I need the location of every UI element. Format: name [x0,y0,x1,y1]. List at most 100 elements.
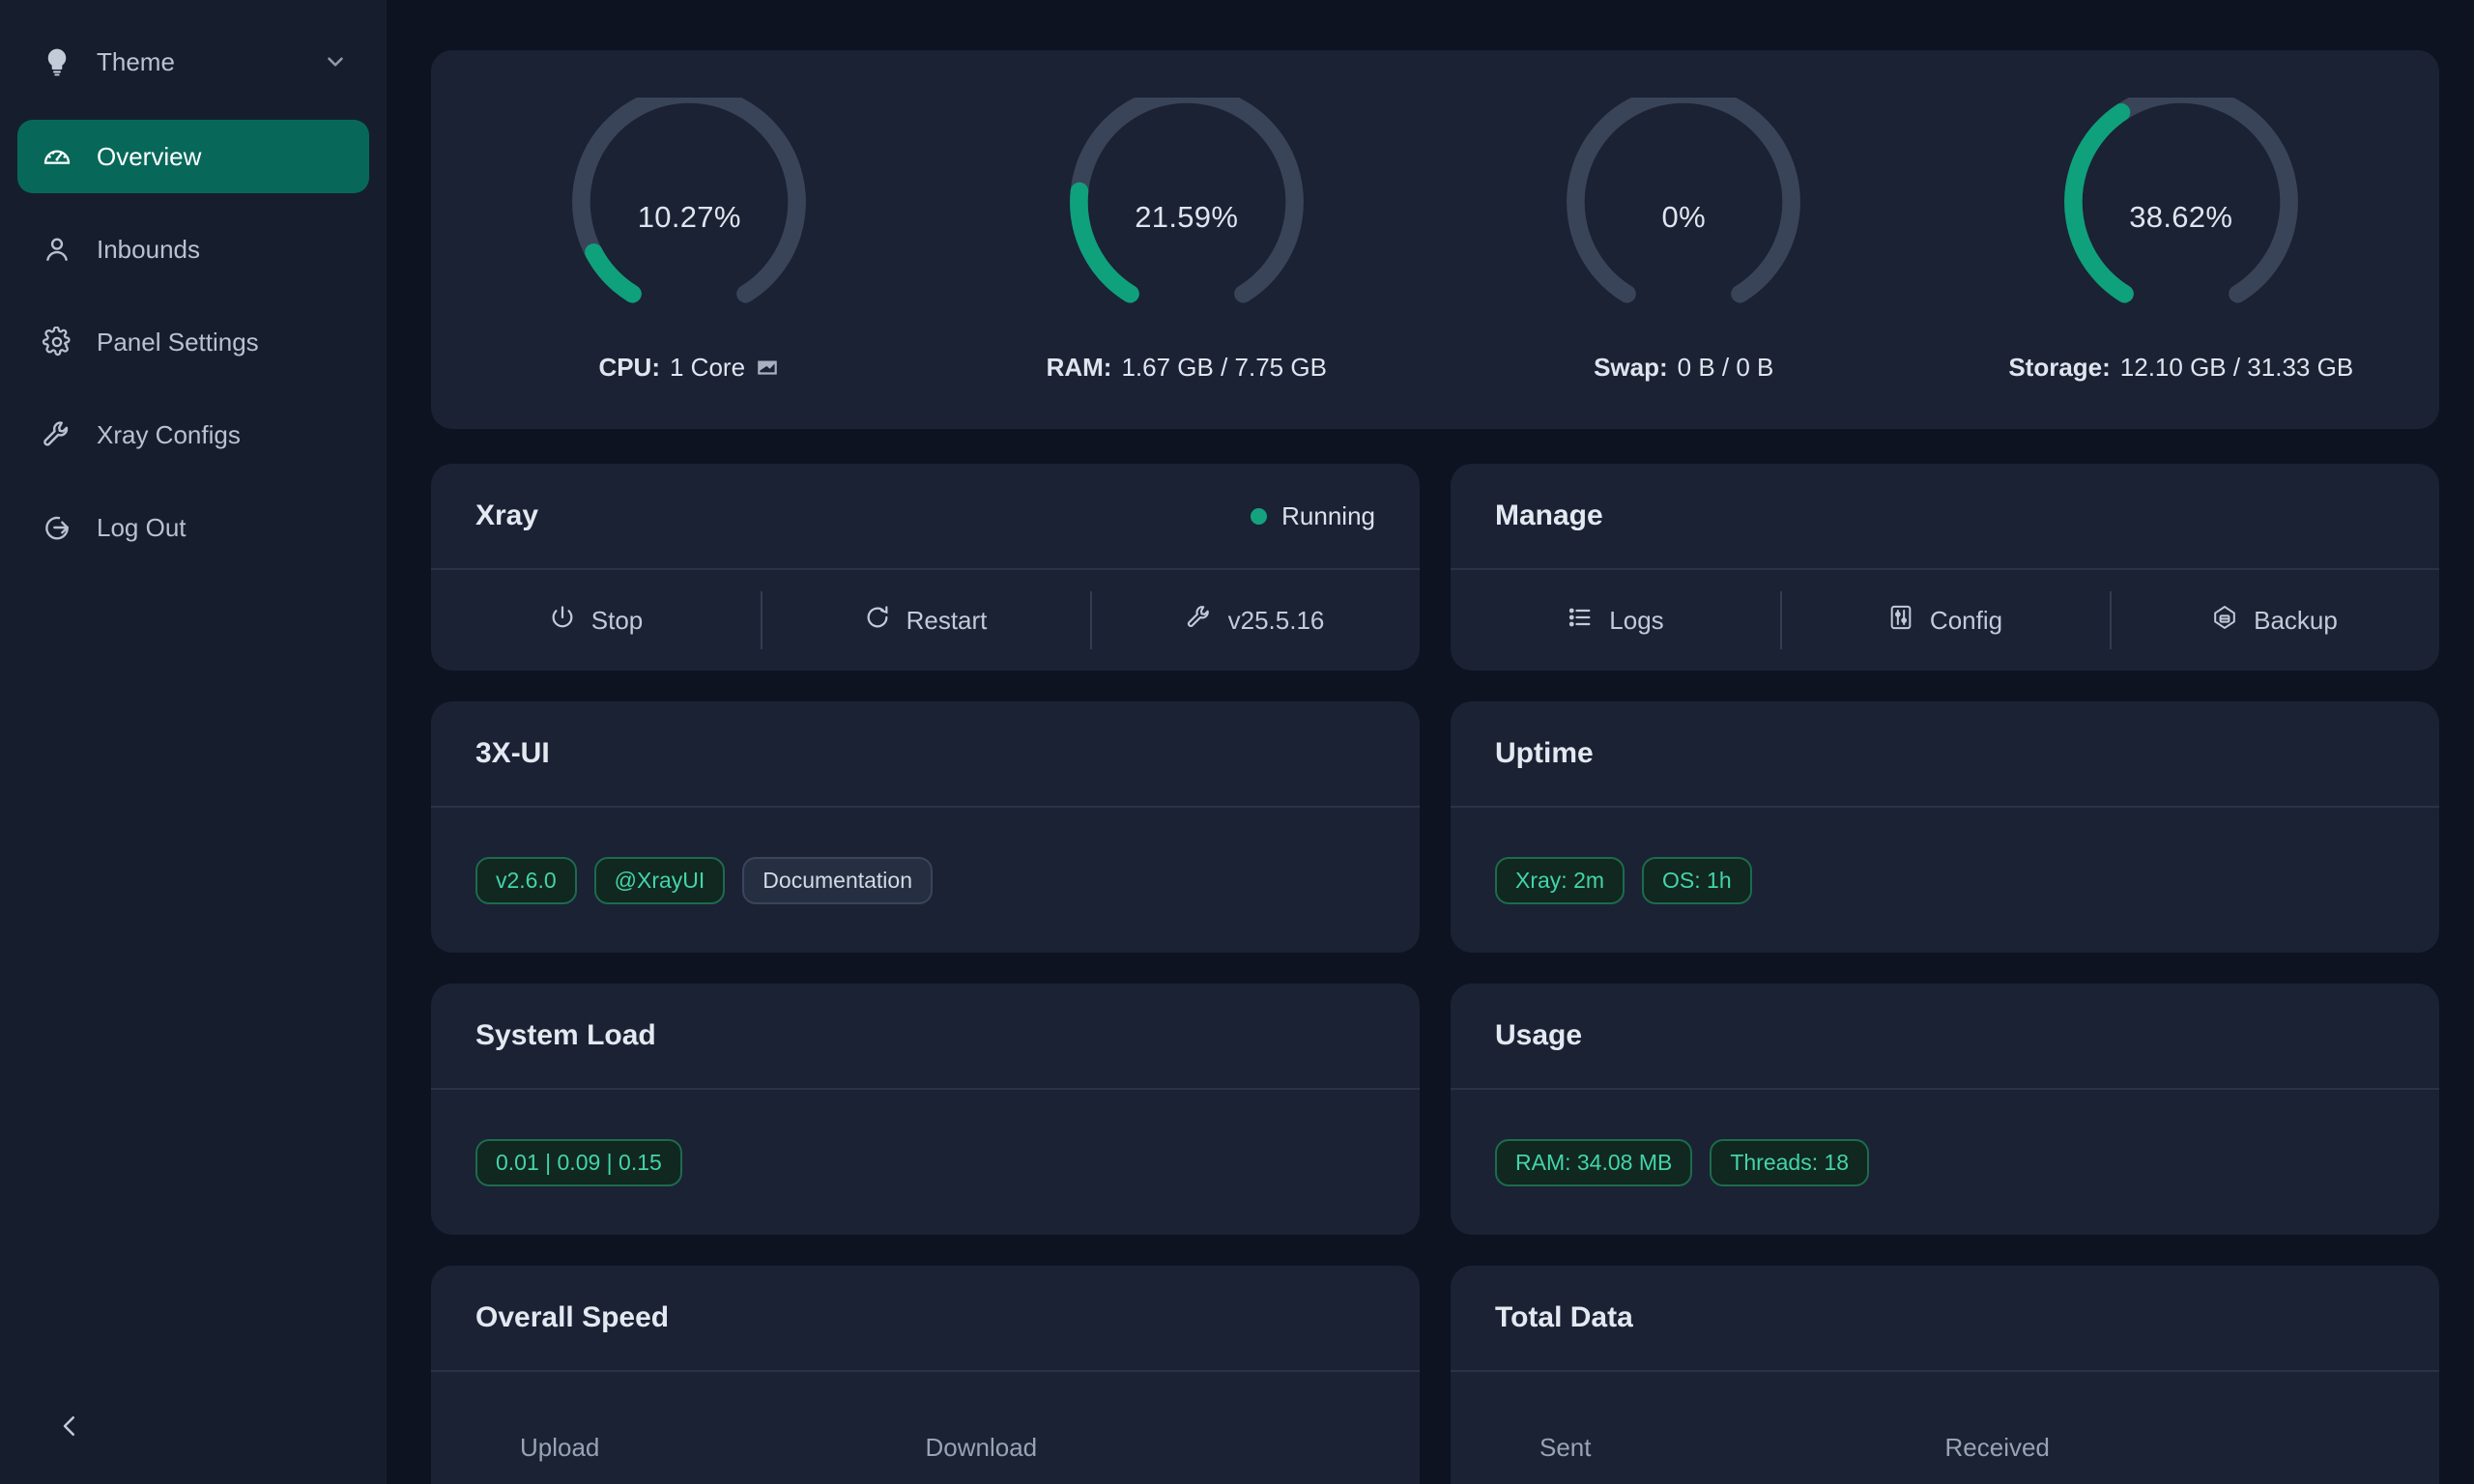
system-gauges-card: 10.27% CPU: 1 Core 21.59% [431,50,2439,429]
arrow-down-icon [926,1480,953,1484]
backup-button[interactable]: Backup [2110,570,2439,671]
xui-panel: 3X-UI v2.6.0 @XrayUI Documentation [431,701,1420,953]
gauge-label-bold: Storage: [2008,352,2111,382]
sidebar-item-xray-configs[interactable]: Xray Configs [17,398,369,471]
action-label: Logs [1609,605,1664,635]
status-dot-icon [1251,507,1268,525]
stat-value: 112.76 MB [1578,1481,1721,1484]
uptime-panel: Uptime Xray: 2m OS: 1h [1451,701,2439,953]
xray-version-button[interactable]: v25.5.16 [1090,570,1420,671]
wrench-icon [1186,604,1213,638]
overall-speed-panel-header: Overall Speed [431,1266,1420,1372]
gauge-label-rest: 0 B / 0 B [1677,352,1774,382]
config-button[interactable]: Config [1780,570,2110,671]
backup-icon [2211,604,2238,638]
os-uptime-tag: OS: 1h [1642,856,1752,904]
sidebar-item-label: Log Out [97,512,187,542]
gauge-label-bold: Swap: [1594,352,1668,382]
total-data-panel-body: Sent 112.76 MB Received [1451,1372,2439,1484]
uptime-panel-header: Uptime [1451,701,2439,808]
total-data-stats: Sent 112.76 MB Received [1495,1433,2395,1484]
sidebar-collapse-button[interactable] [43,1401,97,1455]
documentation-tag[interactable]: Documentation [742,856,933,904]
stat-caption: Download [925,1432,1038,1462]
uptime-panel-body: Xray: 2m OS: 1h [1451,808,2439,953]
total-data-panel: Total Data Sent 112.76 MB [1451,1266,2439,1484]
xui-panel-header: 3X-UI [431,701,1420,808]
sidebar-item-inbounds[interactable]: Inbounds [17,213,369,286]
panel-title: Uptime [1495,737,1594,769]
gauge-ring-swap: 0% [1564,97,1803,337]
lightbulb-icon [39,43,75,80]
uptime-tags: Xray: 2m OS: 1h [1495,856,1752,904]
gauge-value: 10.27% [637,199,741,234]
panel-title: 3X-UI [475,737,550,769]
gauge-label-rest: 1.67 GB / 7.75 GB [1121,352,1327,382]
sidebar-item-label: Theme [97,46,175,76]
gauge-label: RAM: 1.67 GB / 7.75 GB [1047,353,1327,383]
xray-panel: Xray Running Stop [431,464,1420,671]
total-data-panel-header: Total Data [1451,1266,2439,1372]
gauge-label-bold: RAM: [1046,352,1112,382]
sidebar-item-theme[interactable]: Theme [17,25,369,99]
sidebar-item-label: Overview [97,141,202,171]
gauge-cpu: 10.27% CPU: 1 Core [441,97,938,383]
gauge-label-bold: CPU: [598,352,660,382]
stat-value: 22.26 GB [1984,1481,2111,1484]
upload-stat: Upload 4.50 KB /s [520,1433,926,1484]
received-stat: Received 22.26 GB [1945,1433,2351,1484]
action-label: Backup [2254,605,2338,635]
overall-speed-panel: Overall Speed Upload 4.50 KB /s [431,1266,1420,1484]
restart-button[interactable]: Restart [761,570,1090,671]
power-icon [549,604,576,638]
stat-value: 4.50 KB /s [559,1481,697,1484]
download-stat: Download 4.69 KB /s [926,1433,1332,1484]
gauge-ring-cpu: 10.27% [569,97,809,337]
version-tag[interactable]: v2.6.0 [475,856,577,904]
gauge-label-rest: 1 Core [670,352,746,382]
stat-caption: Received [1944,1432,2050,1462]
gauge-value: 0% [1661,199,1706,234]
panel-title: System Load [475,1019,656,1051]
action-label: v25.5.16 [1227,605,1325,635]
usage-panel-body: RAM: 34.08 MB Threads: 18 [1451,1090,2439,1235]
system-load-panel-header: System Load [431,984,1420,1090]
sliders-icon [1887,604,1914,638]
gauge-label: CPU: 1 Core [598,353,780,383]
user-icon [39,231,75,268]
chart-icon[interactable] [755,355,780,380]
xui-panel-body: v2.6.0 @XrayUI Documentation [431,808,1420,953]
stop-button[interactable]: Stop [431,570,761,671]
sidebar-item-overview[interactable]: Overview [17,120,369,193]
gauge-label-rest: 12.10 GB / 31.33 GB [2119,352,2354,382]
stat-value-row: 22.26 GB [1945,1480,2351,1484]
logs-button[interactable]: Logs [1451,570,1780,671]
panel-title: Total Data [1495,1301,1633,1333]
sidebar: Theme Overview Inbounds Panel Settings [0,0,387,1484]
action-label: Config [1929,605,2003,635]
status-label: Running [1281,500,1375,530]
cloud-upload-icon [1539,1480,1567,1484]
dashboard-icon [39,138,75,175]
manage-panel-header: Manage [1451,464,2439,570]
list-icon [1567,604,1594,638]
sidebar-item-panel-settings[interactable]: Panel Settings [17,305,369,379]
xui-tags: v2.6.0 @XrayUI Documentation [475,856,933,904]
sidebar-item-log-out[interactable]: Log Out [17,491,369,564]
action-label: Stop [590,605,644,635]
telegram-tag[interactable]: @XrayUI [593,856,726,904]
wrench-icon [39,416,75,453]
xray-uptime-tag: Xray: 2m [1495,856,1625,904]
chevron-down-icon[interactable] [323,49,348,74]
threads-tag: Threads: 18 [1710,1138,1870,1186]
status-badge: Running [1251,501,1375,531]
stat-value-row: 4.50 KB /s [520,1480,926,1484]
dashboard-grid: Xray Running Stop [431,464,2439,1484]
gauge-label: Swap: 0 B / 0 B [1594,353,1773,383]
main-content: 10.27% CPU: 1 Core 21.59% [387,0,2474,1484]
chevron-left-icon [55,1412,84,1445]
system-load-tags: 0.01 | 0.09 | 0.15 [475,1138,682,1186]
xray-actions: Stop Restart v25.5.16 [431,570,1420,671]
sidebar-item-label: Panel Settings [97,327,259,357]
ram-usage-tag: RAM: 34.08 MB [1495,1138,1693,1186]
